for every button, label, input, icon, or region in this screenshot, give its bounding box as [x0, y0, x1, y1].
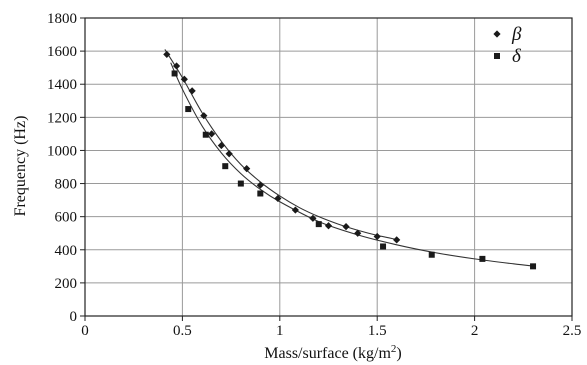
- data-point-series-1-7: [380, 243, 387, 250]
- x-axis-title-main: Mass/surface (kg/m: [264, 345, 391, 362]
- fit-curve-series-0: [164, 49, 397, 241]
- x-axis-title: Mass/surface (kg/m2): [264, 343, 401, 362]
- data-markers-layer: [163, 50, 537, 270]
- plot-frame-layer: [80, 17, 573, 321]
- data-point-series-1-5: [257, 190, 264, 197]
- legend-label-series-0: β: [511, 24, 522, 45]
- x-tick-label-3: 1.5: [368, 323, 387, 339]
- data-point-series-0-9: [256, 181, 264, 189]
- y-tick-label-1: 200: [55, 276, 78, 292]
- data-point-series-1-6: [315, 221, 322, 228]
- x-tick-label-5: 2.5: [563, 323, 582, 339]
- data-point-series-0-3: [188, 87, 196, 95]
- data-point-series-0-4: [200, 112, 208, 120]
- data-point-series-0-11: [291, 206, 299, 214]
- data-point-series-1-1: [185, 106, 192, 113]
- y-tick-label-0: 0: [70, 309, 78, 325]
- data-point-series-1-0: [171, 70, 178, 77]
- plot-frame: [84, 17, 573, 317]
- tick-labels-layer: 0 200 400 600 800 1000 1200 1400 1600 1800 0 0.5 1 1.…: [47, 11, 581, 339]
- y-tick-label-2: 400: [55, 243, 78, 259]
- fit-curve-series-1: [170, 62, 534, 267]
- grid-layer: [85, 18, 572, 316]
- data-point-series-1-4: [237, 180, 244, 187]
- data-point-series-0-2: [180, 75, 188, 83]
- y-axis-title: Frequency (Hz): [12, 116, 29, 217]
- x-axis-title-close: ): [396, 345, 401, 362]
- fit-curves-layer: [164, 49, 534, 267]
- data-point-series-1-8: [428, 251, 435, 258]
- legend: βδ: [493, 24, 522, 67]
- data-point-series-0-12: [309, 214, 317, 222]
- data-point-series-0-14: [342, 223, 350, 231]
- legend-label-series-1: δ: [512, 46, 522, 67]
- data-point-series-1-3: [222, 163, 229, 170]
- data-point-series-0-1: [172, 62, 181, 70]
- data-point-series-1-2: [202, 131, 209, 138]
- y-tick-label-6: 1200: [47, 110, 77, 126]
- y-tick-label-7: 1400: [47, 77, 77, 93]
- x-axis-title-superscript: 2: [391, 343, 397, 355]
- y-tick-label-8: 1600: [47, 44, 77, 60]
- x-tick-label-2: 1: [276, 323, 284, 339]
- data-point-series-0-8: [243, 165, 251, 173]
- data-point-series-0-15: [354, 229, 362, 237]
- y-tick-label-9: 1800: [47, 11, 77, 27]
- x-tick-label-4: 2: [471, 323, 479, 339]
- data-point-series-0-6: [217, 141, 225, 150]
- data-point-series-0-5: [208, 130, 216, 138]
- legend-marker-series-1: [494, 53, 500, 59]
- legend-marker-series-0: [493, 30, 501, 38]
- data-point-series-1-10: [530, 263, 537, 270]
- data-point-series-0-16: [373, 232, 381, 241]
- y-tick-label-4: 800: [55, 177, 78, 193]
- x-tick-label-0: 0: [81, 323, 89, 339]
- y-tick-label-5: 1000: [47, 143, 77, 159]
- data-point-series-0-10: [274, 194, 282, 203]
- x-tick-label-1: 0.5: [173, 323, 192, 339]
- data-point-series-1-9: [479, 255, 486, 262]
- y-tick-label-3: 600: [55, 210, 78, 226]
- data-point-series-0-17: [393, 236, 401, 244]
- data-point-series-0-0: [163, 50, 171, 59]
- data-point-series-0-13: [324, 222, 333, 230]
- data-point-series-0-7: [225, 150, 233, 158]
